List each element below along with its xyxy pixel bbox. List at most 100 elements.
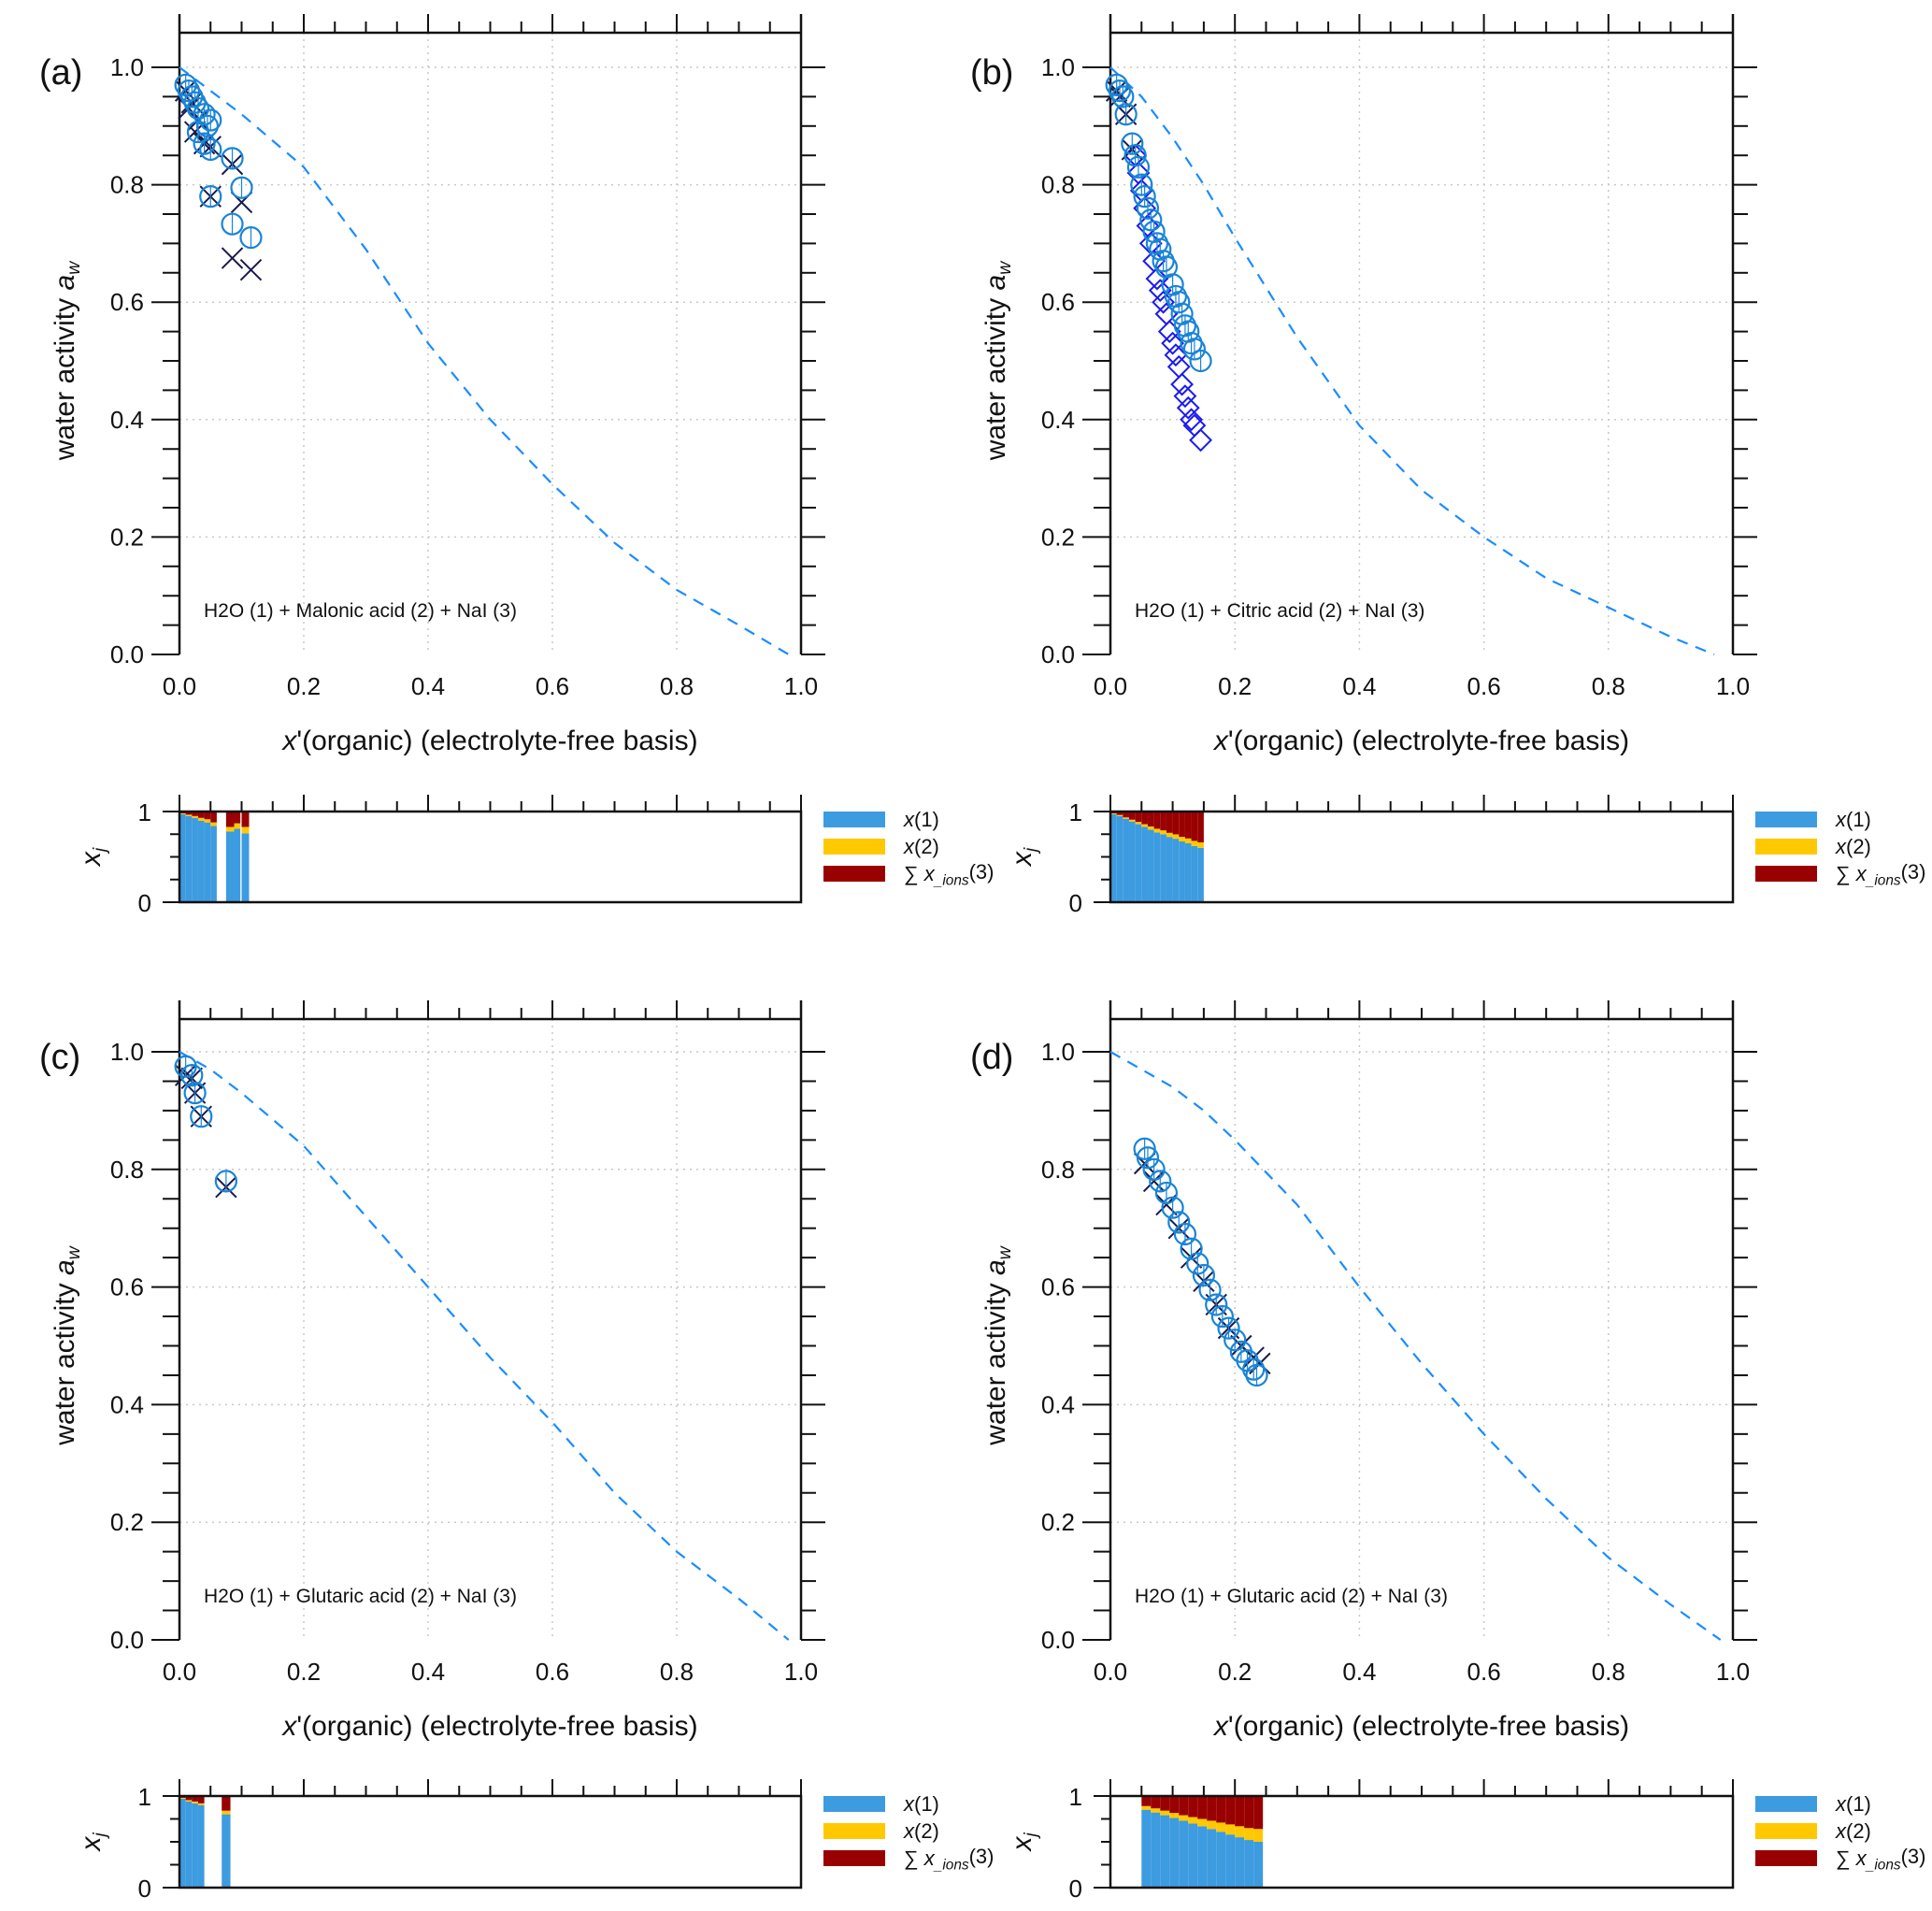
legend-swatch-x1 [823, 1796, 885, 1812]
bar-ions [1253, 1796, 1264, 1830]
bar-ions [1135, 812, 1142, 823]
bar-x1 [192, 1803, 198, 1888]
bar-x1 [1197, 1826, 1208, 1888]
bar-x2 [1160, 1810, 1170, 1816]
x-tick-label: 1.0 [1716, 1658, 1750, 1686]
bar-x2 [1169, 1813, 1180, 1818]
bar-x2 [1197, 841, 1204, 848]
bar-y-tick-label: 1 [1069, 798, 1082, 826]
x-tick-label: 1.0 [784, 672, 818, 700]
bar-y-tick-label: 0 [1069, 1875, 1082, 1903]
diamond-marker [1161, 331, 1185, 355]
bar-x1 [222, 1814, 231, 1888]
bar-x1 [1169, 1818, 1180, 1888]
bar-ions [1225, 1796, 1236, 1825]
x-tick-label: 0.8 [1592, 672, 1625, 700]
x-tick-label: 0.8 [1592, 1658, 1625, 1686]
bar-x1 [1128, 821, 1136, 902]
bar-y-tick-label: 1 [138, 798, 151, 826]
y-tick-label: 0.4 [110, 406, 144, 434]
bar-x1 [185, 1801, 193, 1888]
bar-x1 [1141, 1809, 1152, 1888]
x-tick-label: 0.6 [536, 672, 569, 700]
bar-ions [1116, 812, 1123, 815]
bar-ions [1216, 1796, 1226, 1823]
system-annotation: H2O (1) + Glutaric acid (2) + NaI (3) [1135, 1586, 1448, 1607]
bar-ions [1235, 1796, 1245, 1827]
legend-swatch-ions [823, 866, 885, 882]
panel-a: 0.0 0.2 0.4 0.6 0.8 1.0 0.0 0.2 0.4 0.6 0.8 1.0 x'(o… [39, 14, 994, 917]
bar-ions [1184, 812, 1192, 839]
bar-x2 [1253, 1829, 1264, 1842]
y-tick-label: 0.0 [110, 1626, 144, 1654]
legend-swatch-x1 [823, 812, 885, 827]
y-tick-label: 0.0 [1041, 640, 1075, 668]
y-tick-label: 0.4 [110, 1390, 144, 1418]
y-tick-label: 0.2 [110, 523, 144, 551]
bar-x1 [234, 828, 241, 902]
y-tick-label: 0.6 [1041, 288, 1075, 316]
x-tick-label: 0.8 [660, 672, 694, 700]
bar-y-tick-label: 0 [138, 889, 151, 917]
system-annotation: H2O (1) + Malonic acid (2) + NaI (3) [204, 600, 517, 622]
bar-ions [1160, 1796, 1170, 1811]
bar-ions [1141, 812, 1148, 825]
y-tick-label: 1.0 [1041, 53, 1075, 81]
diamond-marker [1148, 279, 1172, 303]
bar-ions [1169, 1796, 1180, 1814]
bar-x1 [1153, 832, 1161, 902]
panel-label: (b) [970, 53, 1013, 93]
bar-x2 [1151, 1808, 1161, 1813]
bar-y-axis-label: xj [1007, 847, 1041, 868]
y-tick-label: 0.8 [1041, 1156, 1075, 1184]
x-tick-label: 0.4 [1342, 672, 1376, 700]
bar-ions [1172, 812, 1180, 835]
legend-label-ions: ∑ x_ions(3) [1836, 1845, 1925, 1874]
bar-x2 [1141, 824, 1148, 827]
bar-x2 [185, 1800, 193, 1802]
bar-ions [1141, 1796, 1152, 1806]
y-tick-label: 0.2 [1041, 523, 1075, 551]
bar-ions [197, 812, 205, 818]
bar-x2 [241, 826, 250, 834]
bar-ions [1197, 812, 1204, 842]
y-axis-label: water activity aw [50, 1244, 84, 1445]
bar-x2 [1160, 830, 1166, 835]
x-axis-label: x'(organic) (electrolyte-free basis) [280, 1711, 697, 1742]
bar-x1 [241, 833, 250, 902]
bar-x2 [1179, 837, 1185, 842]
y-tick-label: 0.8 [110, 171, 144, 199]
legend-label-x1: x(1) [1835, 1792, 1871, 1816]
bar-x1 [1147, 829, 1154, 902]
bar-x2 [1135, 822, 1142, 825]
y-tick-label: 0.4 [1041, 406, 1075, 434]
y-axis-label: water activity aw [980, 260, 1015, 461]
bar-ions [185, 812, 193, 815]
y-axis-label: water activity aw [980, 1244, 1015, 1445]
bar-x2 [1197, 1818, 1208, 1827]
bar-ions [1197, 1796, 1208, 1819]
y-tick-label: 0.0 [110, 640, 144, 668]
diamond-marker [1166, 354, 1191, 379]
panel-c: 0.0 0.2 0.4 0.6 0.8 1.0 0.0 0.2 0.4 0.6 0.8 1.0 x'(o… [39, 1000, 994, 1903]
bar-x2 [204, 819, 211, 823]
bar-ions [1147, 812, 1154, 827]
bar-x2 [225, 826, 235, 832]
bar-x1 [179, 813, 186, 902]
bar-ions [222, 1796, 231, 1811]
bar-ions [192, 812, 198, 816]
bar-x2 [1123, 817, 1129, 819]
bar-x1 [1141, 826, 1148, 902]
bar-ions [185, 1796, 193, 1801]
y-tick-label: 0.6 [110, 288, 144, 316]
cross-marker [1142, 1170, 1166, 1193]
bar-x1 [1160, 1815, 1170, 1888]
diamond-marker [1176, 395, 1200, 420]
bar-x2 [1110, 812, 1117, 814]
bar-x1 [185, 815, 193, 902]
bar-ions [1207, 1796, 1217, 1821]
x-axis-label: x'(organic) (electrolyte-free basis) [280, 726, 697, 756]
panel-label: (a) [39, 53, 82, 93]
bar-ions [234, 812, 241, 824]
model-curve [179, 66, 790, 655]
